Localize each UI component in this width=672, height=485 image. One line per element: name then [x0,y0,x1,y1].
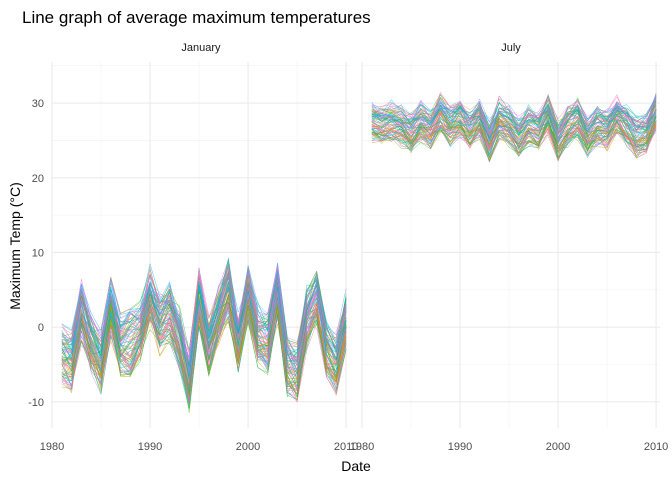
x-tick-label: 2010 [644,441,668,453]
series-line [371,94,657,135]
y-tick-label: 20 [32,173,44,185]
series-line [61,264,347,355]
series-line [371,94,657,131]
x-tick-label: 2010 [334,441,358,453]
series-line [371,121,657,159]
series-line [371,120,657,163]
series-line [371,101,657,142]
series-line [371,118,657,145]
series-line [61,275,347,376]
series-line [371,104,657,142]
x-tick-label: 1990 [448,441,472,453]
x-tick-label: 2000 [546,441,570,453]
x-axis-label: Date [341,458,371,474]
series-line [371,91,657,135]
series-line [371,111,657,146]
series-line [61,285,347,392]
series-line [371,107,657,143]
series-line [371,109,657,150]
chart-title: Line graph of average maximum temperatur… [22,8,371,27]
series-line [371,107,657,146]
series-line [371,112,657,153]
series-line [61,314,347,413]
series-line [61,266,347,363]
series-line [371,121,657,161]
series-line [61,299,347,403]
series-line [371,120,657,154]
plot-layer: 1980 1990 2000 2010 -10 0 10 20 30 1980 1990 2000 20… [28,62,668,453]
x-tick-label: 1980 [40,441,64,453]
series-line [371,105,657,145]
panel-strip-january: January [181,42,221,54]
y-tick-label: 10 [32,247,44,259]
series-line [371,123,657,159]
series-line [371,103,657,142]
y-tick-label: -10 [28,397,44,409]
x-tick-label: 1990 [138,441,162,453]
x-tick-label: 1980 [350,441,374,453]
series-line [371,109,657,149]
x-tick-label: 2000 [236,441,260,453]
y-axis-label: Maximum Temp (°C) [7,182,23,309]
series-line [371,105,657,142]
y-tick-label: 30 [32,98,44,110]
panel-strip-july: July [501,42,521,54]
series-line [61,293,347,381]
y-tick-label: 0 [38,322,44,334]
